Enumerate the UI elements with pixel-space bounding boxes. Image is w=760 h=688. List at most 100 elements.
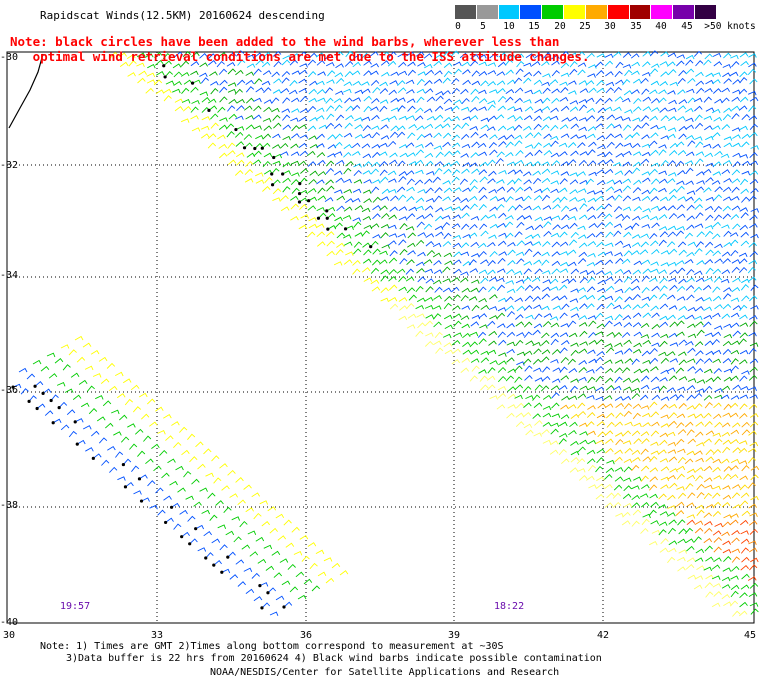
wind-barb — [62, 364, 71, 371]
wind-barb — [234, 131, 244, 138]
wind-barb — [712, 268, 722, 275]
wind-barb — [722, 446, 731, 454]
wind-barb — [642, 96, 652, 102]
wind-barb — [723, 323, 732, 329]
wind-barb — [505, 215, 514, 220]
wind-barb — [46, 352, 56, 358]
wind-barb — [713, 546, 722, 553]
wind-barb — [308, 135, 317, 140]
wind-barb — [750, 145, 759, 150]
wind-barb — [579, 303, 588, 310]
wind-barb — [730, 429, 740, 435]
wind-barb — [669, 188, 678, 195]
wind-barb — [595, 439, 605, 445]
wind-barb — [696, 565, 705, 570]
wind-barb — [649, 140, 658, 147]
wind-barb — [443, 333, 452, 339]
wind-barb — [443, 314, 453, 320]
wind-barb — [353, 169, 362, 177]
wind-barb — [604, 430, 614, 437]
wind-barb — [750, 465, 760, 471]
wind-barb — [28, 395, 37, 402]
wind-barb — [425, 286, 434, 293]
wind-barb — [615, 257, 624, 264]
wind-barb — [388, 115, 397, 120]
wind-barb — [480, 384, 489, 391]
wind-barb — [713, 557, 722, 563]
wind-barb — [217, 134, 226, 140]
wind-barb — [417, 251, 426, 257]
wind-barb — [686, 474, 696, 480]
wind-barb — [453, 187, 462, 192]
wind-barb — [289, 586, 299, 593]
wind-barb — [552, 204, 561, 210]
wind-barb — [471, 95, 480, 103]
wind-barb — [416, 125, 425, 131]
wind-barb — [687, 97, 696, 104]
wind-barb — [435, 347, 444, 354]
wind-barb — [675, 141, 685, 148]
wind-barb — [631, 358, 640, 365]
wind-barb — [714, 186, 723, 193]
wind-barb — [622, 430, 632, 437]
wind-barb — [406, 51, 415, 57]
wind-barb — [669, 468, 678, 473]
wind-barb — [623, 250, 633, 257]
lat-label-32: -32 — [0, 160, 19, 171]
wind-barb — [506, 341, 516, 347]
wind-barb — [558, 284, 568, 291]
wind-barb — [462, 69, 471, 75]
wind-barb — [686, 215, 695, 221]
wind-barb — [469, 178, 478, 186]
contamination-dot — [325, 216, 329, 220]
wind-barb — [747, 447, 757, 453]
wind-barb — [713, 413, 722, 420]
wind-barb — [532, 413, 541, 419]
wind-barb — [324, 197, 334, 202]
wind-barb — [641, 189, 651, 195]
wind-barb — [579, 88, 589, 93]
wind-barb — [478, 169, 488, 175]
wind-barb — [703, 566, 713, 572]
wind-barb — [560, 375, 569, 381]
wind-barb — [723, 465, 732, 472]
contamination-dot — [180, 535, 184, 539]
lon-label-45: 45 — [743, 630, 757, 641]
wind-barb — [507, 79, 516, 85]
wind-barb — [326, 105, 335, 112]
wind-barb — [218, 152, 228, 159]
wind-barb — [586, 303, 595, 310]
wind-barb — [533, 188, 543, 194]
wind-barb — [496, 404, 506, 410]
wind-barb — [303, 578, 313, 585]
wind-barb — [251, 572, 260, 579]
wind-barb — [406, 324, 416, 329]
wind-barb — [693, 536, 702, 543]
wind-barb — [523, 195, 532, 202]
wind-barb — [522, 358, 532, 365]
wind-barb — [95, 395, 104, 400]
wind-barb — [426, 96, 436, 103]
wind-barb — [741, 370, 750, 375]
wind-barb — [334, 104, 343, 112]
wind-barb — [451, 359, 461, 365]
wind-barb — [497, 222, 506, 228]
wind-barb — [615, 402, 624, 408]
wind-barb — [559, 421, 568, 427]
wind-barb — [668, 69, 677, 76]
wind-barb — [468, 232, 478, 238]
wind-barb — [516, 285, 525, 292]
contamination-dot — [226, 555, 230, 559]
wind-barb — [361, 116, 371, 122]
wind-barb — [470, 131, 479, 138]
wind-barb — [651, 529, 661, 535]
wind-barb — [471, 304, 480, 312]
wind-barb — [577, 468, 586, 473]
wind-barb — [721, 169, 731, 175]
wind-barb — [550, 385, 560, 391]
wind-barb — [703, 306, 712, 311]
wind-barb — [523, 205, 532, 211]
wind-barb — [541, 60, 550, 67]
wind-barb — [514, 87, 524, 94]
